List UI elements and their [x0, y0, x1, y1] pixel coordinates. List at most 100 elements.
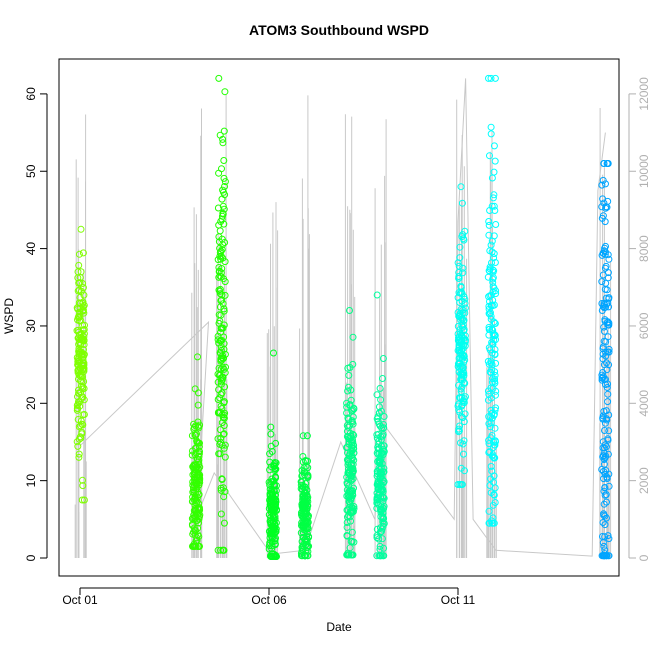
data-point — [350, 431, 358, 439]
data-point — [220, 220, 228, 228]
data-point — [603, 443, 610, 451]
data-point — [79, 476, 86, 484]
data-point — [299, 432, 307, 440]
data-point — [492, 387, 500, 395]
data-point — [298, 509, 306, 517]
data-point — [603, 475, 611, 482]
data-point — [77, 434, 85, 442]
data-point — [301, 551, 309, 559]
data-point — [75, 450, 83, 458]
data-point — [217, 374, 225, 382]
data-point — [214, 204, 222, 212]
data-point — [194, 353, 201, 361]
data-point — [214, 396, 222, 403]
data-point — [487, 419, 495, 427]
data-point — [605, 295, 613, 303]
data-point — [380, 552, 388, 560]
data-point — [80, 411, 88, 418]
data-point — [267, 423, 275, 431]
data-point — [380, 519, 388, 527]
data-point — [455, 274, 463, 282]
data-point — [486, 152, 493, 160]
data-point — [269, 504, 277, 512]
data-point — [345, 440, 353, 448]
data-point — [454, 481, 462, 488]
data-point — [217, 510, 225, 518]
data-point — [602, 352, 610, 360]
data-point — [348, 551, 356, 559]
data-point — [454, 330, 462, 338]
data-point — [347, 488, 355, 496]
data-point — [79, 482, 87, 490]
data-point — [457, 183, 465, 191]
data-point — [214, 332, 222, 340]
data-point — [301, 492, 309, 500]
data-point — [298, 467, 306, 475]
data-point — [219, 139, 227, 147]
data-point — [79, 364, 87, 372]
data-point — [218, 195, 226, 203]
data-point — [217, 355, 225, 363]
data-point — [221, 183, 228, 190]
data-point — [216, 249, 224, 256]
data-point — [598, 203, 606, 211]
data-point — [605, 361, 613, 369]
data-point — [219, 186, 227, 194]
data-point — [216, 408, 224, 416]
data-point — [346, 307, 353, 314]
data-point — [605, 303, 613, 311]
data-point — [350, 404, 358, 412]
data-point — [460, 236, 468, 244]
data-point — [377, 407, 385, 415]
data-point — [602, 338, 610, 346]
data-point — [376, 481, 384, 489]
data-point — [486, 263, 494, 271]
data-point — [601, 491, 609, 499]
data-point — [270, 349, 277, 357]
data-point — [78, 496, 86, 504]
data-point — [456, 394, 463, 402]
y2-tick-label: 6000 — [637, 312, 650, 339]
data-point — [220, 305, 228, 313]
data-point — [73, 438, 81, 446]
data-point — [458, 290, 466, 298]
data-point — [76, 313, 84, 321]
data-point — [373, 291, 381, 299]
data-point — [485, 74, 492, 82]
data-point — [605, 482, 613, 490]
data-point — [189, 488, 197, 496]
data-point — [459, 414, 467, 422]
data-point — [270, 513, 278, 521]
data-point — [267, 430, 275, 438]
data-point — [302, 462, 310, 470]
data-point — [459, 269, 467, 277]
data-point — [598, 466, 606, 473]
data-point — [489, 340, 497, 348]
data-point — [196, 542, 203, 550]
data-point — [488, 349, 496, 357]
y2-tick-label: 2000 — [637, 467, 650, 494]
data-point — [347, 494, 355, 502]
data-point — [221, 178, 229, 186]
data-point — [343, 492, 351, 500]
data-point — [605, 427, 613, 435]
data-point — [219, 364, 227, 372]
data-point — [376, 542, 384, 550]
data-point — [270, 462, 278, 470]
y2-tick-label: 8000 — [637, 235, 650, 262]
data-point — [80, 291, 88, 299]
data-point — [600, 327, 608, 335]
data-point — [78, 420, 86, 428]
data-point — [488, 467, 496, 475]
data-point — [343, 444, 351, 451]
data-point — [602, 180, 609, 188]
data-point — [490, 267, 498, 275]
data-point — [268, 530, 275, 537]
data-point — [599, 176, 607, 184]
data-point — [487, 489, 495, 497]
data-point — [304, 471, 312, 479]
data-point — [485, 305, 493, 313]
data-point — [600, 361, 608, 369]
data-point — [379, 375, 386, 382]
data-point — [298, 545, 306, 553]
